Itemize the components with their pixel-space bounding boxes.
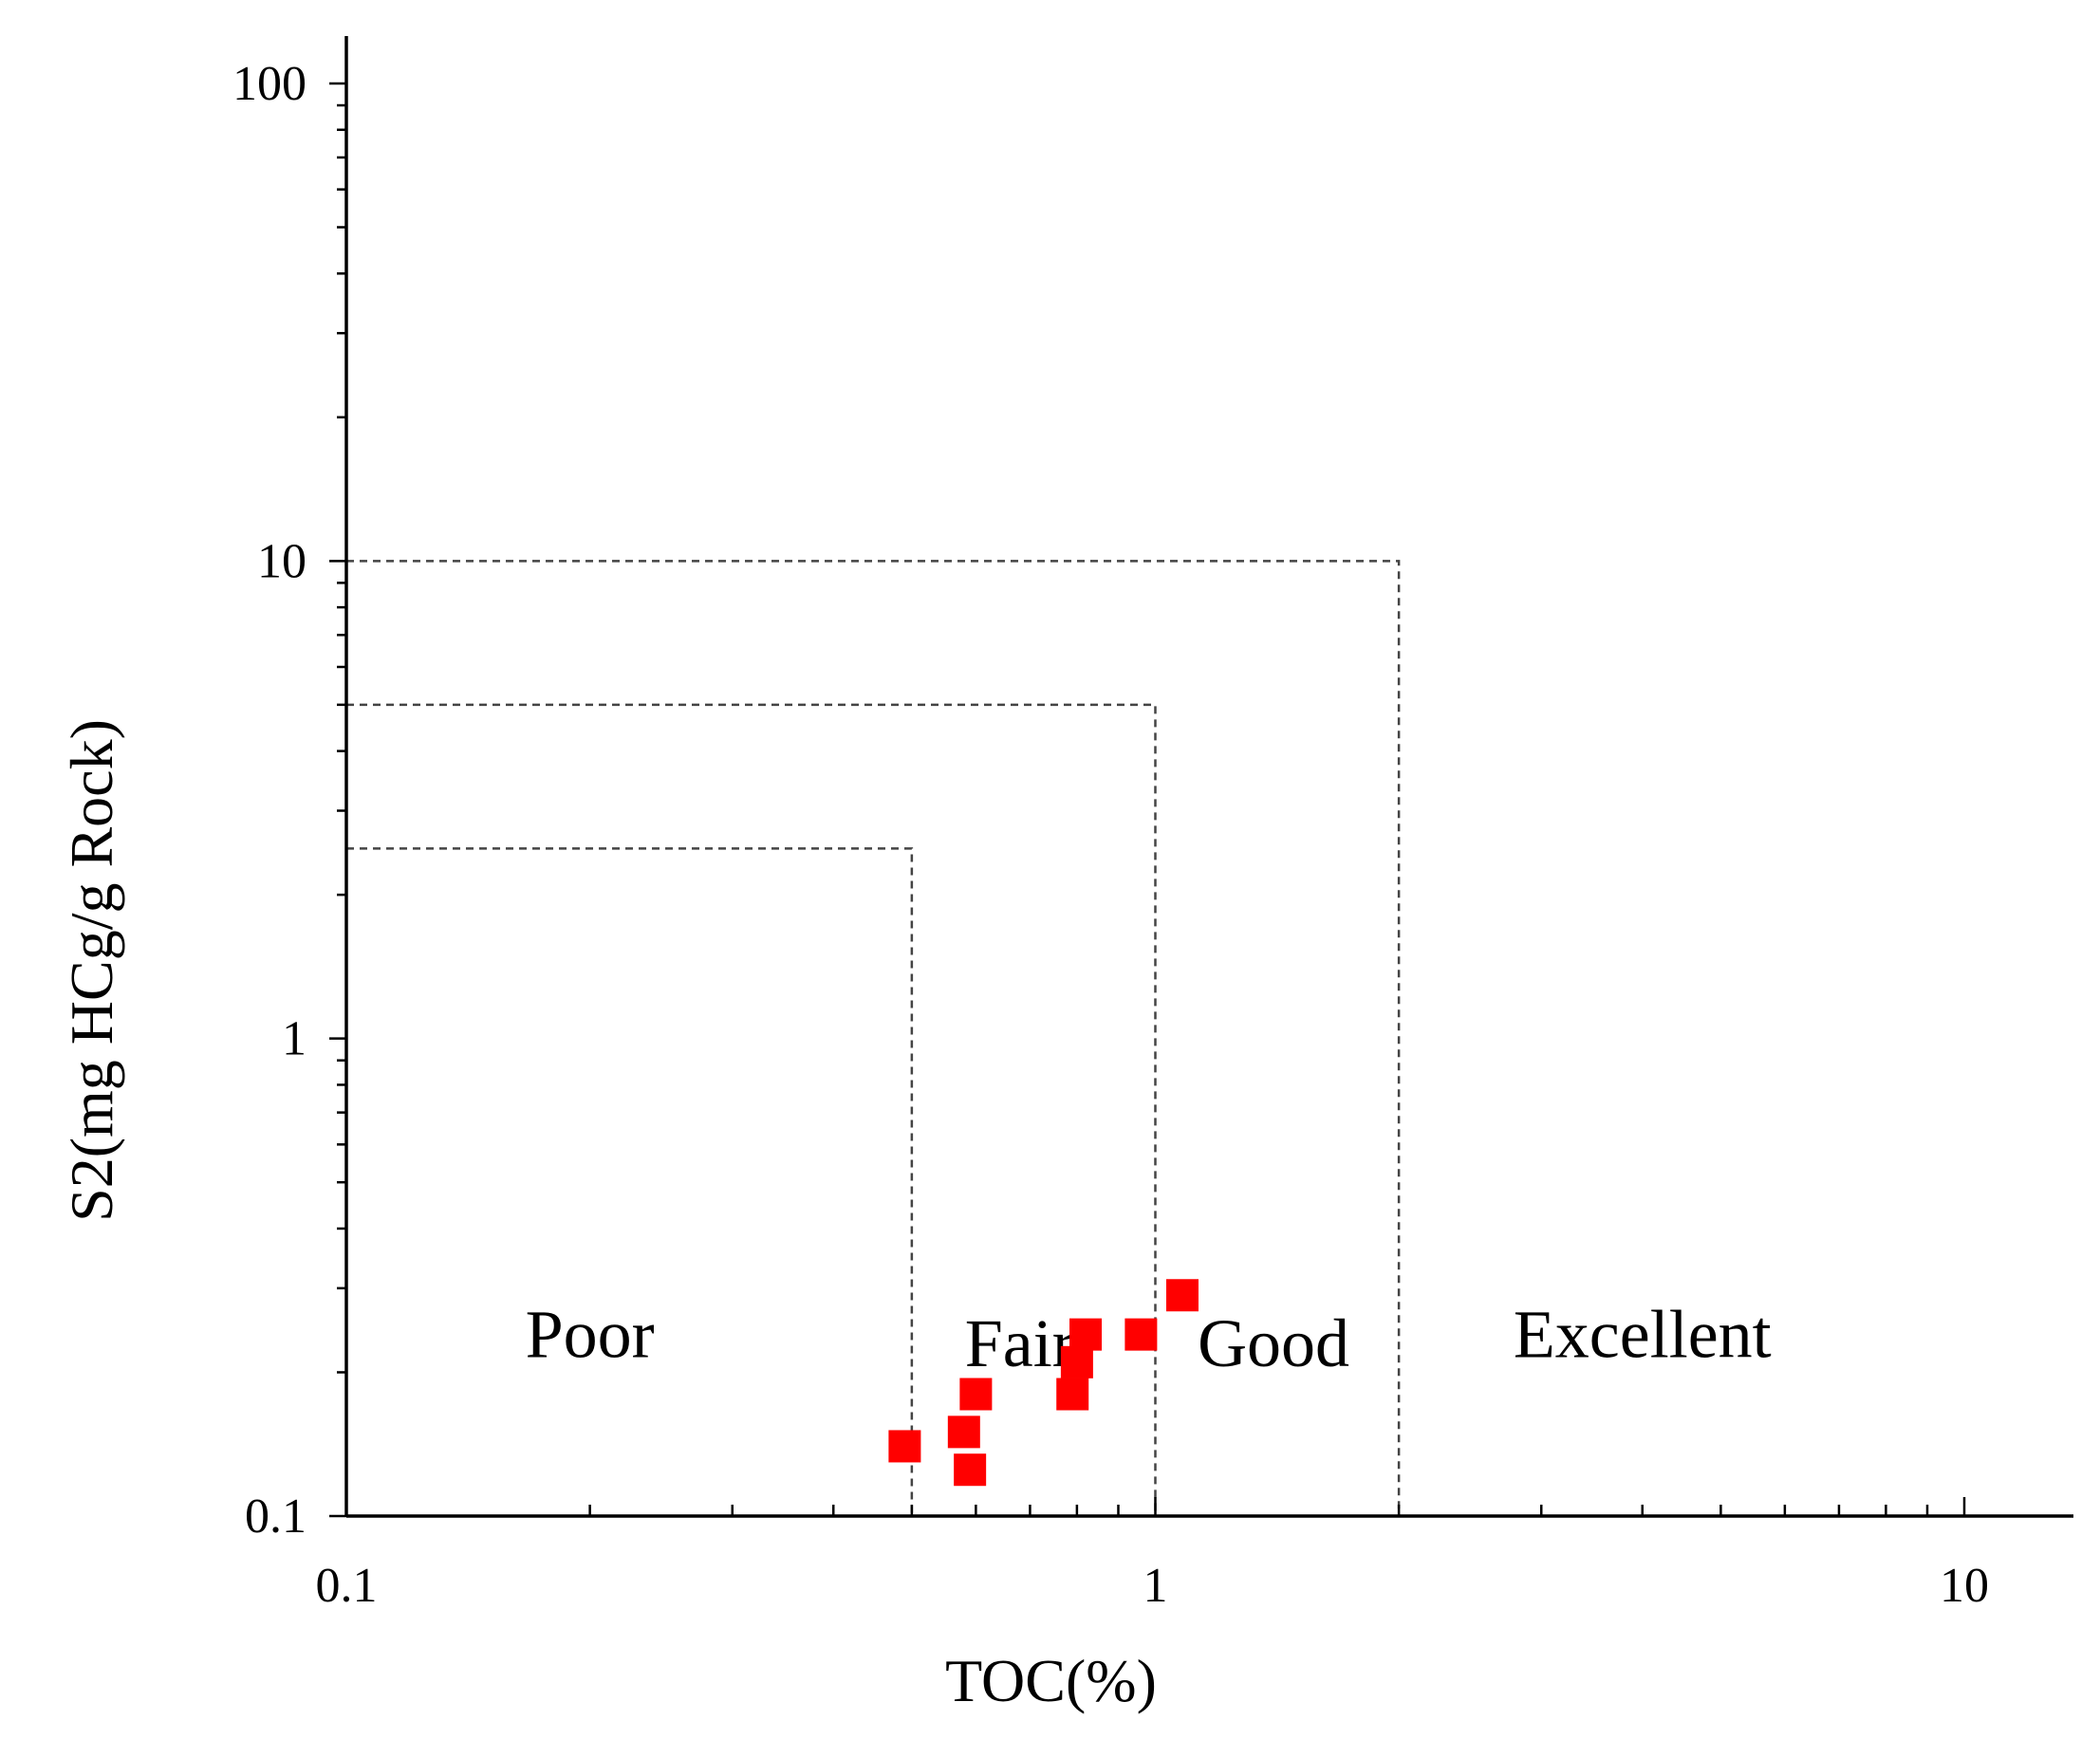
zone-label: Good [1198,1305,1349,1381]
y-tick-label: 10 [257,534,307,588]
zone-label: Excellent [1514,1297,1772,1373]
data-point [1060,1345,1093,1378]
y-tick-label: 0.1 [245,1489,307,1544]
x-tick-label: 1 [1143,1559,1168,1613]
zone-boundary-line [346,847,914,1516]
zone-label: Fair [965,1305,1075,1381]
data-point [1165,1279,1199,1312]
zone-label: Poor [526,1297,655,1373]
data-point [954,1453,987,1487]
data-point [888,1430,921,1463]
zone-boundary-line [346,560,1401,1516]
data-point [947,1415,980,1449]
y-axis-title: S2(mg HCg/g Rock) [58,719,125,1222]
data-point [1056,1378,1089,1411]
y-tick-label: 100 [232,57,307,111]
zone-boundary-line [346,703,1157,1516]
data-point [959,1378,993,1411]
x-axis-title: TOC(%) [945,1647,1157,1714]
x-tick-label: 0.1 [316,1559,378,1613]
x-tick-label: 10 [1940,1559,1989,1613]
data-point [1124,1318,1158,1351]
y-tick-label: 1 [282,1012,307,1066]
data-point [1069,1318,1103,1351]
